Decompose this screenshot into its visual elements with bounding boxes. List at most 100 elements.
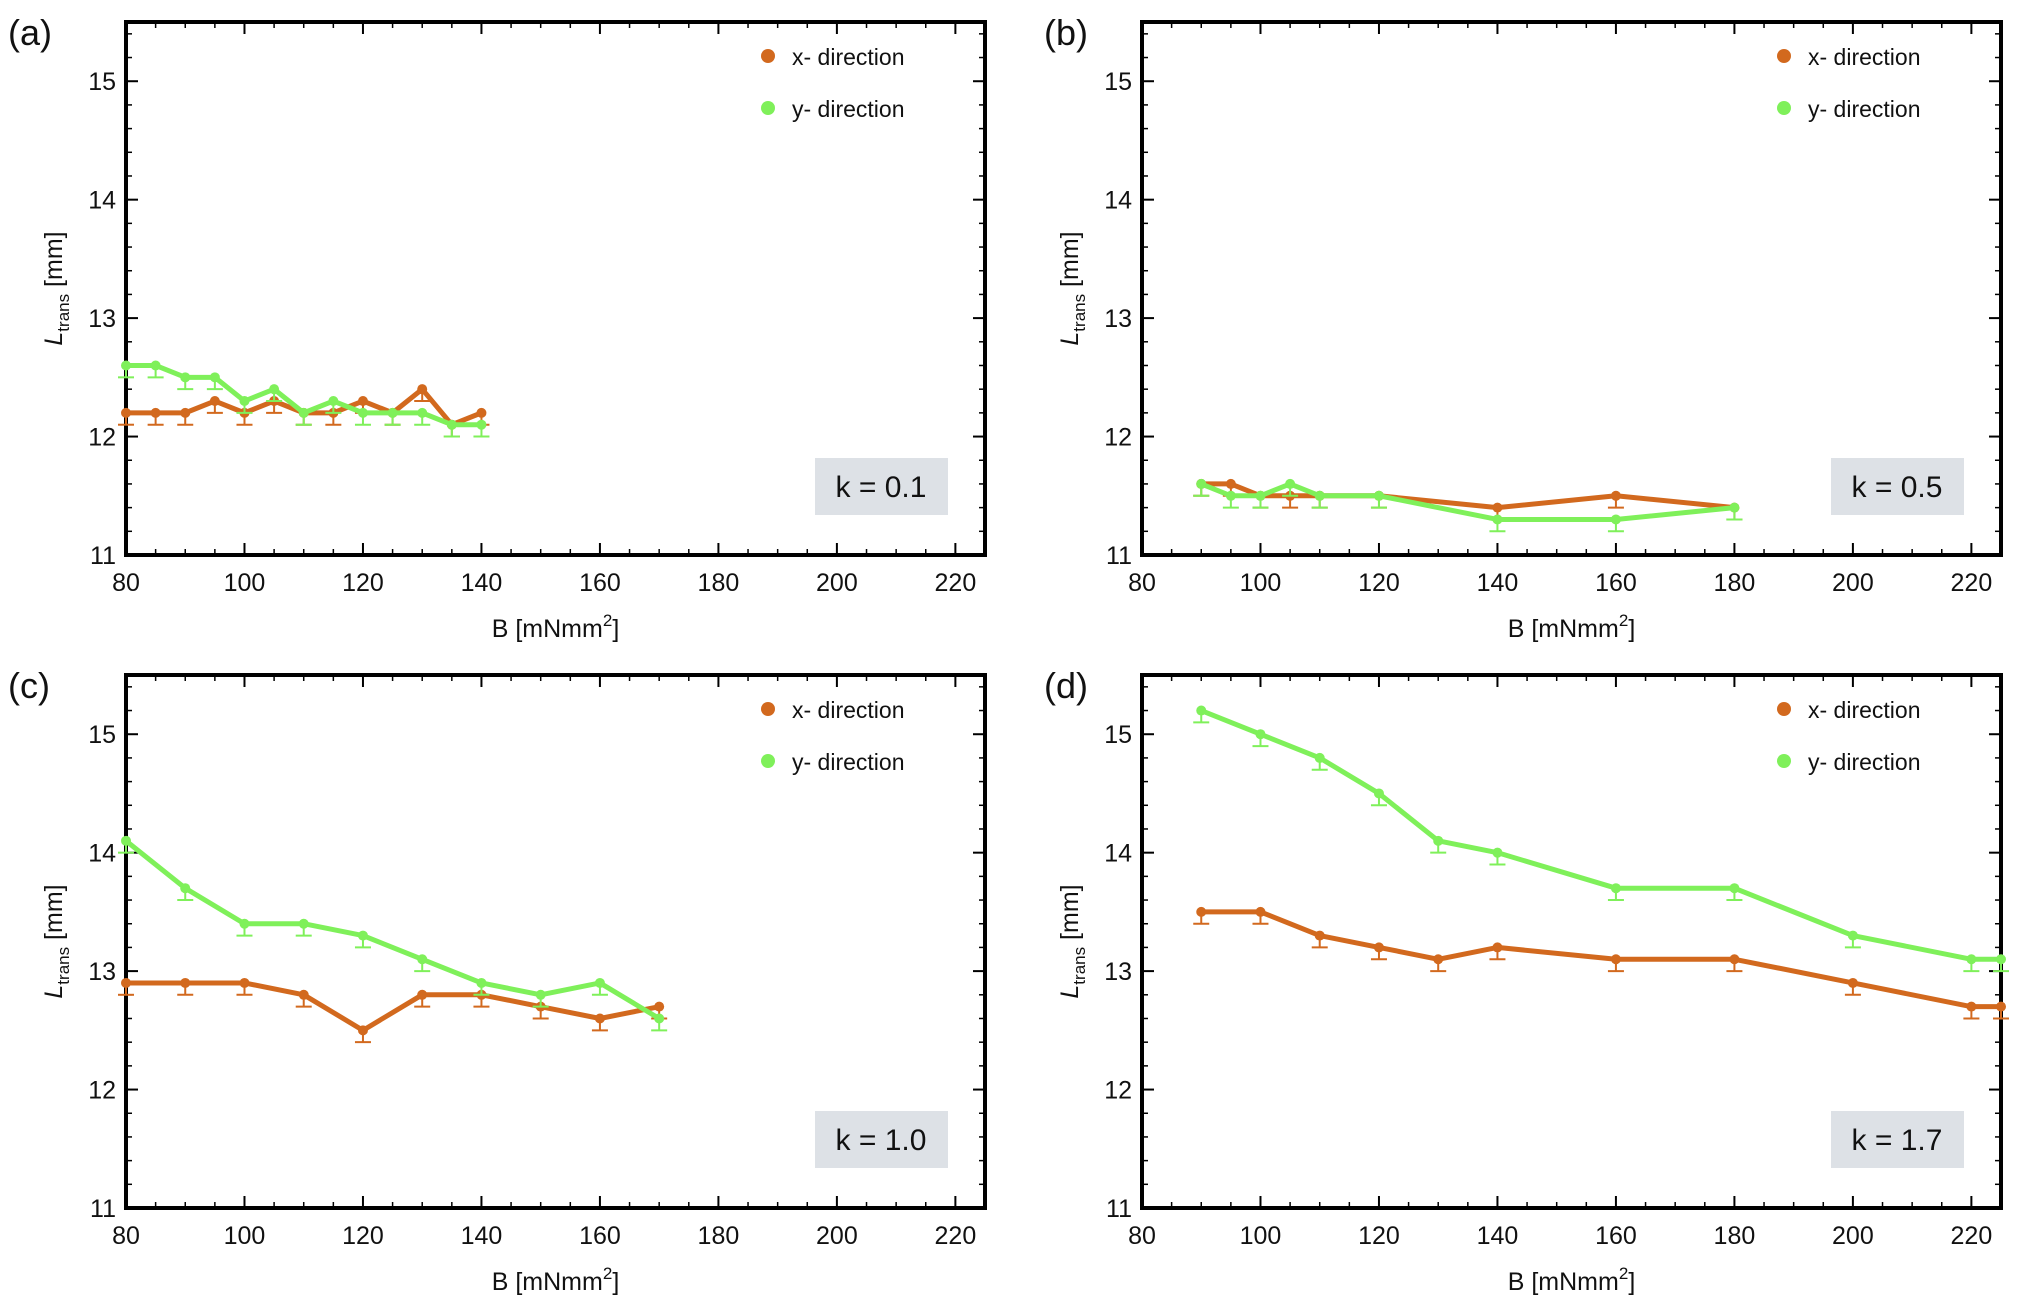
data-point xyxy=(239,396,250,407)
panel-label: (a) xyxy=(8,12,52,53)
data-point xyxy=(180,407,191,418)
legend-marker xyxy=(1777,754,1791,768)
data-point xyxy=(180,977,191,988)
x-tick-label: 180 xyxy=(698,569,740,597)
x-tick-label: 120 xyxy=(342,569,384,597)
y-tick-label: 14 xyxy=(88,840,116,868)
chart-a: 80 100 120 140 160 180 200 220 11 12 13 14 15 Ltrans … xyxy=(40,20,987,643)
legend-marker xyxy=(761,754,775,768)
x-tick-label: 100 xyxy=(224,1222,266,1250)
data-point xyxy=(1729,883,1740,894)
k-value-box xyxy=(815,458,948,515)
data-point xyxy=(1492,514,1503,525)
data-point xyxy=(594,977,605,988)
x-tick-label: 120 xyxy=(1358,1222,1400,1250)
data-point xyxy=(1373,788,1384,799)
data-point xyxy=(209,372,220,383)
y-tick-label: 11 xyxy=(1106,542,1132,570)
y-tick-label: 13 xyxy=(1104,305,1132,333)
panel-label: (b) xyxy=(1044,12,1088,53)
series-y-direction xyxy=(118,835,668,1032)
legend-label: y- direction xyxy=(792,749,904,775)
data-point xyxy=(1847,977,1858,988)
y-tick-label: 14 xyxy=(1104,187,1132,215)
panel-label: (c) xyxy=(8,665,50,706)
data-point xyxy=(1847,930,1858,941)
x-tick-label: 200 xyxy=(1832,1222,1874,1250)
k-value-label: k = 0.1 xyxy=(836,471,927,504)
data-point xyxy=(1196,906,1207,917)
data-point xyxy=(1610,954,1621,965)
y-tick-label: 15 xyxy=(1104,721,1132,749)
panel-b: (b) 80 100 120 140 160 180 200 220 11 12 13 14 15 Ltr… xyxy=(1016,0,2032,653)
data-point xyxy=(1314,752,1325,763)
y-axis-label: Ltrans [mm] xyxy=(1056,231,1089,345)
y-tick-label: 11 xyxy=(1106,1195,1132,1223)
k-value-box xyxy=(1831,458,1964,515)
data-point xyxy=(209,396,220,407)
y-tick-label: 12 xyxy=(88,424,116,452)
data-point xyxy=(357,1025,368,1036)
x-tick-label: 120 xyxy=(342,1222,384,1250)
data-point xyxy=(150,407,161,418)
data-point xyxy=(239,918,250,929)
x-axis-label: B [mNmm2] xyxy=(492,1264,620,1296)
data-point xyxy=(1492,502,1503,513)
data-point xyxy=(1610,883,1621,894)
legend-label: y- direction xyxy=(792,96,904,122)
x-tick-label: 200 xyxy=(1832,569,1874,597)
legend-label: x- direction xyxy=(792,44,904,70)
legend-marker xyxy=(1777,49,1791,63)
data-point xyxy=(180,883,191,894)
x-tick-label: 80 xyxy=(1128,1222,1156,1250)
data-point xyxy=(1255,906,1266,917)
series-y-direction xyxy=(1193,478,1743,533)
x-tick-label: 180 xyxy=(698,1222,740,1250)
y-tick-label: 13 xyxy=(88,305,116,333)
data-point xyxy=(1373,490,1384,501)
data-point xyxy=(1196,478,1207,489)
y-tick-label: 15 xyxy=(88,68,116,96)
y-tick-label: 14 xyxy=(88,187,116,215)
y-tick-label: 15 xyxy=(1104,68,1132,96)
series-y-direction xyxy=(1193,705,2009,973)
data-point xyxy=(121,407,131,418)
data-point xyxy=(1196,705,1207,716)
plot-frame xyxy=(1140,673,2003,1210)
series-line xyxy=(126,980,660,1033)
y-axis-label: Ltrans [mm] xyxy=(40,231,73,345)
data-point xyxy=(1729,502,1740,513)
data-point xyxy=(239,977,250,988)
legend-marker xyxy=(761,101,775,115)
series-line xyxy=(1200,708,2001,962)
x-tick-label: 180 xyxy=(1714,569,1756,597)
data-point xyxy=(298,918,309,929)
legend-marker xyxy=(761,49,775,63)
data-point xyxy=(1225,490,1236,501)
data-point xyxy=(121,835,131,846)
x-tick-label: 120 xyxy=(1358,569,1400,597)
x-tick-label: 140 xyxy=(1477,1222,1519,1250)
x-tick-label: 100 xyxy=(1240,569,1282,597)
x-tick-label: 220 xyxy=(1951,569,1993,597)
x-tick-label: 80 xyxy=(112,1222,140,1250)
y-tick-label: 11 xyxy=(90,1195,116,1223)
x-tick-label: 220 xyxy=(935,569,977,597)
x-tick-label: 100 xyxy=(1240,1222,1282,1250)
x-tick-label: 160 xyxy=(1595,1222,1637,1250)
k-value-box xyxy=(1831,1111,1964,1168)
data-point xyxy=(269,384,280,395)
data-point xyxy=(357,930,368,941)
k-value-label: k = 0.5 xyxy=(1852,471,1943,504)
x-tick-label: 160 xyxy=(579,569,621,597)
x-tick-label: 220 xyxy=(1951,1222,1993,1250)
legend-marker xyxy=(761,702,775,716)
data-point xyxy=(654,1013,665,1024)
plot-frame xyxy=(124,673,987,1210)
y-tick-label: 15 xyxy=(88,721,116,749)
series-line xyxy=(1201,909,2001,1010)
legend-label: x- direction xyxy=(1808,44,1920,70)
data-point xyxy=(357,407,368,418)
data-point xyxy=(1225,478,1236,489)
y-tick-label: 11 xyxy=(90,542,116,570)
